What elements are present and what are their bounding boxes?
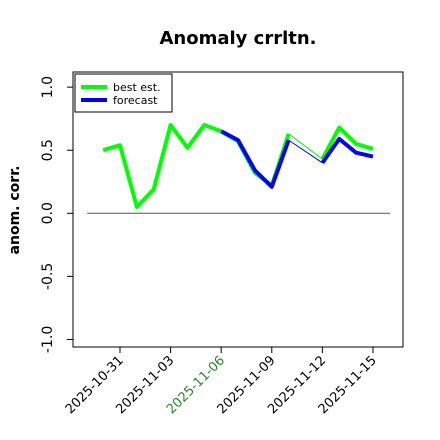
y-tick-label: -0.5 (40, 263, 56, 290)
series-line (102, 122, 291, 209)
y-axis-label: anom. corr. (7, 166, 23, 255)
chart-title: Anomaly crrltn. (159, 28, 316, 49)
y-tick-label: 0.5 (40, 139, 56, 161)
legend-label: forecast (113, 94, 158, 107)
y-tick-label: -1.0 (40, 326, 56, 353)
y-tick-label: 0.0 (40, 202, 56, 224)
legend-label: best est. (113, 81, 161, 94)
series-line (320, 136, 374, 164)
y-tick-label: 1.0 (40, 76, 56, 98)
gap-connector (288, 133, 323, 160)
legend-box (74, 73, 173, 113)
series-line (320, 125, 374, 160)
plot-frame (72, 71, 404, 348)
series-line (220, 129, 291, 189)
gap-connector (288, 139, 323, 164)
